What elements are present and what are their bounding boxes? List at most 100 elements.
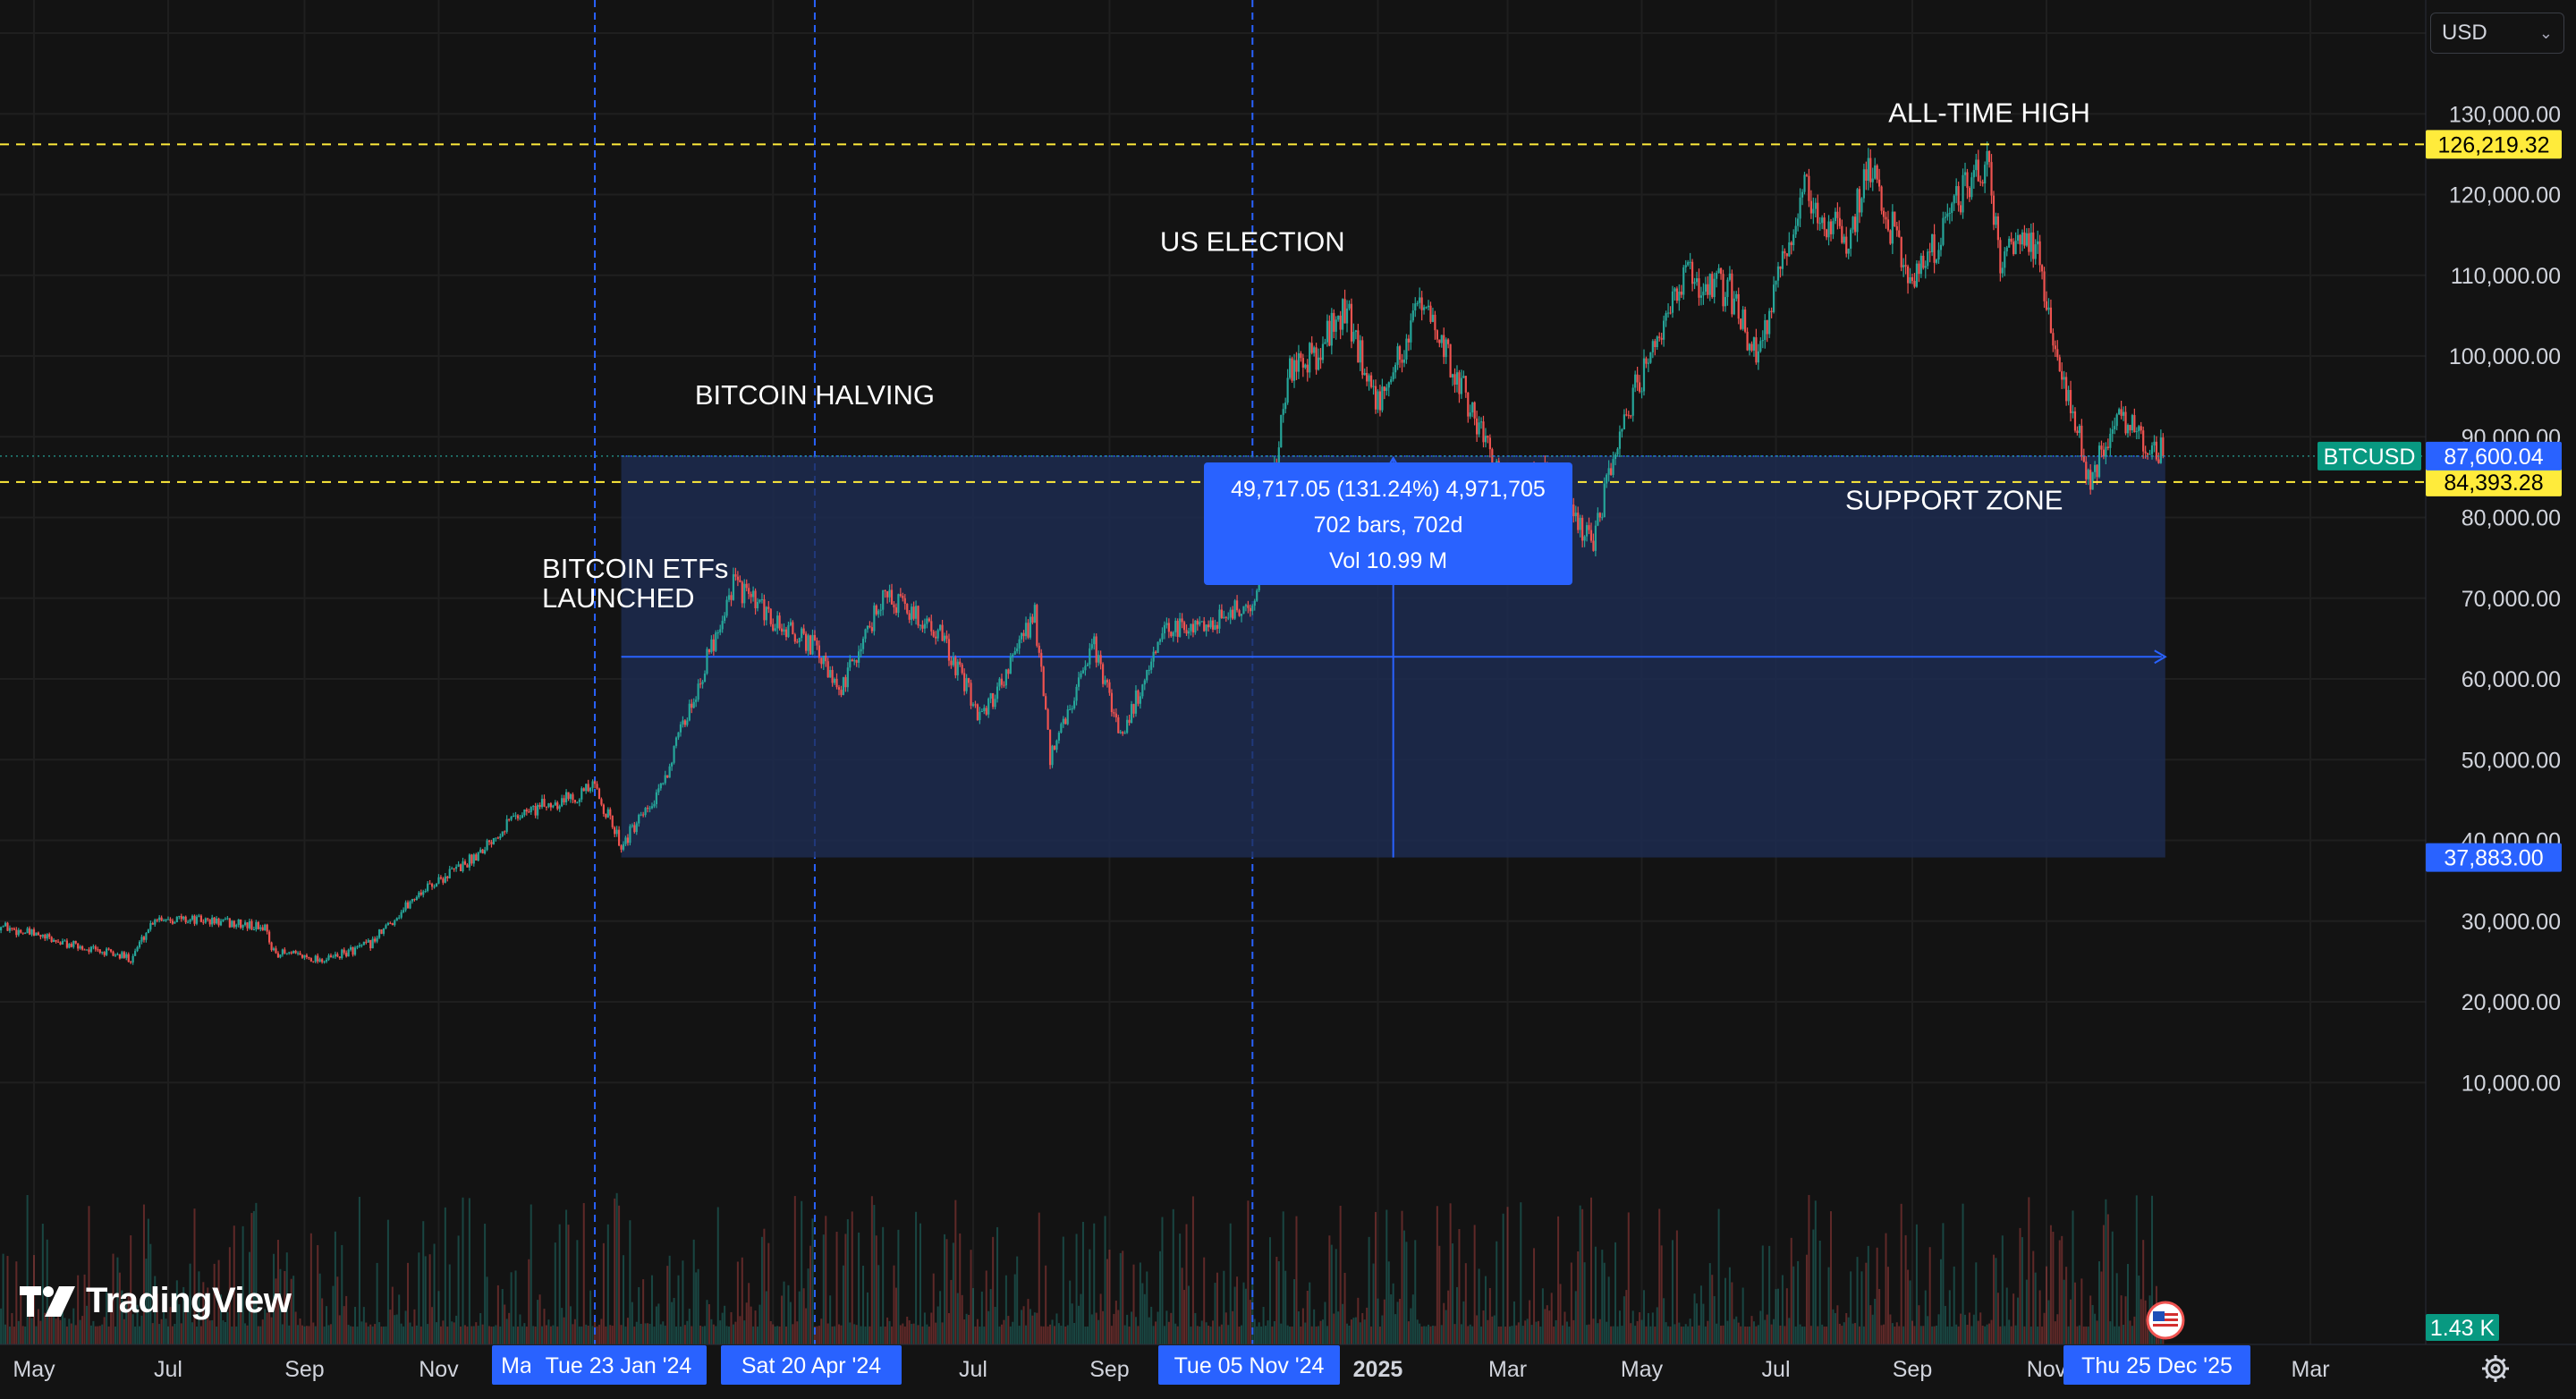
candle-body [224, 919, 227, 920]
us-flag-icon[interactable] [2146, 1301, 2185, 1340]
candle-body [1684, 265, 1687, 267]
volume-bar [587, 1326, 589, 1344]
candle-body [1757, 351, 1759, 363]
volume-bar [1191, 1196, 1194, 1344]
candle-body [1414, 303, 1417, 311]
currency-selector[interactable]: USD ⌄ [2430, 13, 2564, 54]
volume-bar [1860, 1271, 1863, 1344]
volume-bar [1420, 1326, 1423, 1344]
volume-bar [1203, 1257, 1206, 1344]
volume-bar [1953, 1266, 1955, 1344]
annotation-label[interactable]: BITCOIN ETFs LAUNCHED [542, 553, 728, 614]
volume-bar [1737, 1322, 1740, 1344]
volume-bar [1699, 1285, 1702, 1344]
volume-bar [211, 1319, 214, 1344]
candle-body [1113, 712, 1115, 714]
candle-body [2047, 307, 2050, 310]
candle-body [1585, 525, 1589, 537]
candle-body [1429, 305, 1432, 322]
candle-body [1467, 392, 1470, 417]
volume-bar [2151, 1195, 2154, 1344]
volume-bar [191, 1322, 194, 1344]
volume-bar [1874, 1298, 1877, 1344]
volume-bar [840, 1325, 843, 1344]
candle-body [2109, 433, 2112, 448]
candle-body [1981, 182, 1984, 184]
volume-bar [835, 1232, 838, 1344]
candle-body [37, 932, 40, 936]
candle-body [1959, 205, 1962, 213]
volume-bar [442, 1320, 445, 1344]
candle-body [1411, 310, 1414, 321]
candle-body [1581, 517, 1584, 541]
candle-body [97, 949, 99, 951]
volume-bar [2105, 1199, 2107, 1344]
volume-bar [1143, 1293, 1146, 1344]
candle-body [1790, 242, 1792, 246]
volume-bar [818, 1326, 820, 1344]
volume-bar [666, 1266, 669, 1344]
volume-bar [959, 1233, 962, 1344]
candle-body [377, 929, 381, 938]
volume-bar [549, 1326, 552, 1344]
volume-bar [374, 1324, 377, 1344]
candle-body [582, 788, 585, 792]
candle-body [59, 942, 62, 945]
candle-body [1805, 174, 1809, 176]
candle-body [1785, 253, 1788, 257]
candle-body [15, 929, 18, 936]
settings-gear-icon[interactable] [2479, 1352, 2512, 1385]
annotation-label[interactable]: SUPPORT ZONE [1845, 484, 2063, 515]
volume-bar [1110, 1326, 1113, 1344]
annotation-label[interactable]: BITCOIN HALVING [695, 379, 935, 411]
volume-bar [525, 1327, 528, 1344]
candle-body [976, 704, 979, 721]
annotation-label[interactable]: ALL-TIME HIGH [1888, 97, 2090, 128]
volume-bar [1680, 1327, 1682, 1344]
volume-bar [1126, 1314, 1129, 1344]
candle-body [1172, 632, 1174, 637]
candle-body [107, 948, 110, 950]
candle-body [1484, 436, 1487, 443]
volume-bar [1691, 1326, 1694, 1344]
tradingview-logo[interactable]: TradingView [20, 1281, 292, 1321]
time-axis[interactable]: MayJulSepNovAprJulSep2025MarMayJulSepNov… [0, 1344, 2576, 1382]
candle-body [1343, 299, 1346, 324]
candle-body [1203, 621, 1206, 632]
candle-body [272, 948, 275, 951]
volume-bar [1919, 1326, 1922, 1344]
volume-bar [1698, 1325, 1700, 1344]
volume-bar [758, 1304, 761, 1344]
candle-body [1053, 745, 1056, 750]
volume-bar [1075, 1234, 1078, 1344]
volume-bar [1396, 1301, 1399, 1344]
annotations[interactable]: BITCOIN ETFs LAUNCHED BITCOIN HALVING US EL… [542, 97, 2090, 614]
candle-body [2133, 415, 2136, 433]
candle-body [1122, 732, 1124, 734]
candle-body [433, 886, 436, 888]
range-arrow-head [2154, 649, 2167, 665]
volume-bar [470, 1326, 473, 1344]
candle-body [1238, 610, 1241, 616]
price-level-tag-bg [2426, 130, 2562, 159]
price-axis[interactable]: 140,000.00130,000.00120,000.00110,000.00… [2425, 0, 2561, 1344]
candle-body [299, 953, 301, 955]
volume-bar [1649, 1326, 1652, 1344]
candle-body [1589, 530, 1593, 541]
volume-bar [1957, 1326, 1960, 1344]
volume-bar [1902, 1326, 1905, 1344]
annotation-label[interactable]: US ELECTION [1160, 226, 1345, 258]
candle-body [204, 918, 207, 923]
candle-body [1174, 621, 1177, 632]
candle-body [1766, 319, 1768, 335]
volume-bar [2032, 1251, 2035, 1344]
volume-bar [602, 1242, 605, 1344]
volume-bar [2023, 1326, 2026, 1344]
candle-body [1106, 680, 1109, 683]
volume-bar [686, 1320, 689, 1344]
candle-body [1036, 605, 1038, 646]
volume-bar [778, 1326, 781, 1344]
candles [0, 141, 2165, 965]
last-price-tag: 87,600.04 [2444, 445, 2543, 470]
